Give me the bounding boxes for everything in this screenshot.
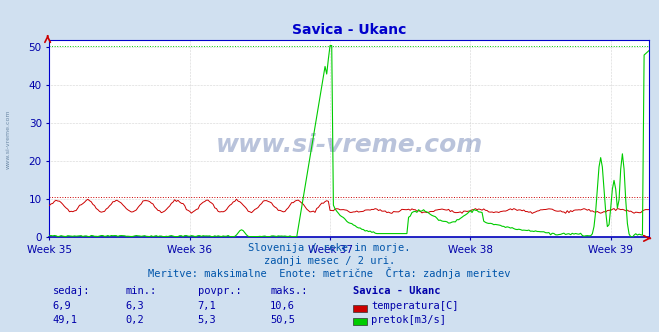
Text: 7,1: 7,1	[198, 301, 216, 311]
Text: 6,9: 6,9	[53, 301, 71, 311]
Text: sedaj:: sedaj:	[53, 286, 90, 296]
Text: 0,2: 0,2	[125, 315, 144, 325]
Text: pretok[m3/s]: pretok[m3/s]	[371, 315, 446, 325]
Text: 50,5: 50,5	[270, 315, 295, 325]
Text: www.si-vreme.com: www.si-vreme.com	[215, 132, 483, 156]
Text: Slovenija / reke in morje.: Slovenija / reke in morje.	[248, 243, 411, 253]
Text: 5,3: 5,3	[198, 315, 216, 325]
Text: temperatura[C]: temperatura[C]	[371, 301, 459, 311]
Text: 10,6: 10,6	[270, 301, 295, 311]
Text: www.si-vreme.com: www.si-vreme.com	[5, 110, 11, 169]
Text: zadnji mesec / 2 uri.: zadnji mesec / 2 uri.	[264, 256, 395, 266]
Text: Savica - Ukanc: Savica - Ukanc	[353, 286, 440, 296]
Text: 49,1: 49,1	[53, 315, 78, 325]
Text: 6,3: 6,3	[125, 301, 144, 311]
Text: Meritve: maksimalne  Enote: metrične  Črta: zadnja meritev: Meritve: maksimalne Enote: metrične Črta…	[148, 267, 511, 279]
Text: min.:: min.:	[125, 286, 156, 296]
Text: povpr.:: povpr.:	[198, 286, 241, 296]
Text: maks.:: maks.:	[270, 286, 308, 296]
Title: Savica - Ukanc: Savica - Ukanc	[292, 23, 407, 37]
